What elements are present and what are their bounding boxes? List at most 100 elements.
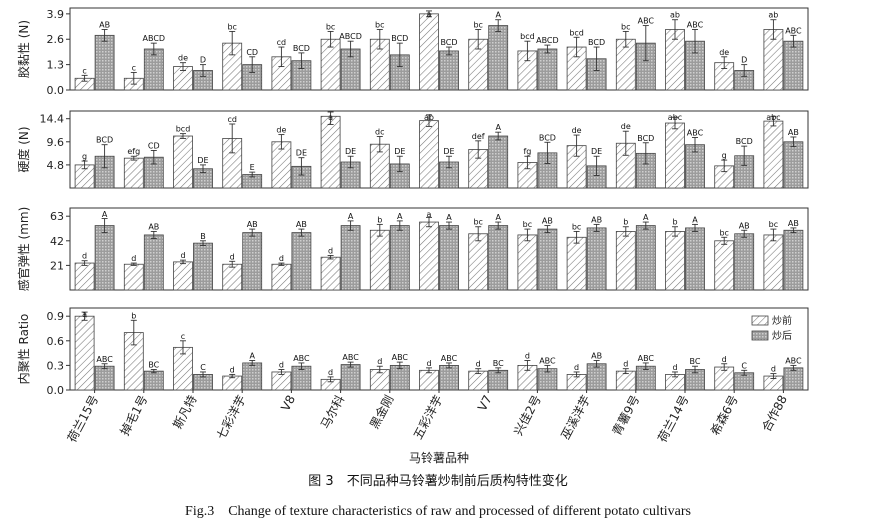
significance-label: ab	[424, 113, 434, 122]
significance-label: AB	[148, 222, 159, 231]
x-tick-label: 荷兰15号	[65, 393, 101, 445]
significance-label: BC	[493, 359, 504, 368]
significance-label: d	[230, 252, 235, 261]
x-tick-label: 青薯9号	[610, 393, 643, 438]
significance-label: de	[572, 126, 582, 135]
y-tick-label: 1.3	[47, 59, 65, 72]
x-axis-label: 马铃薯品种	[409, 450, 469, 465]
significance-label: BCD	[736, 137, 753, 146]
bar-raw-4	[222, 263, 243, 291]
significance-label: bc	[375, 20, 384, 29]
significance-label: ab	[768, 11, 778, 20]
x-tick-label: 斯凡特	[169, 392, 199, 431]
bar-processed-6	[340, 225, 361, 291]
bar-processed-9	[488, 25, 509, 91]
bar-raw-1	[74, 262, 95, 291]
x-tick-label: 五彩洋芋	[410, 392, 446, 441]
significance-label: de	[178, 54, 188, 63]
bar-raw-9	[468, 233, 489, 291]
bar-raw-14	[714, 240, 735, 291]
y-tick-label: 2.6	[47, 33, 65, 46]
y-tick-label: 3.9	[47, 8, 65, 21]
bar-raw-5	[271, 263, 292, 291]
y-axis-label: 胶黏性 (N)	[16, 20, 31, 78]
panel-frame	[69, 110, 809, 189]
panel-frame	[69, 7, 809, 91]
significance-label: d	[722, 355, 727, 364]
bar-raw-8	[419, 221, 439, 291]
significance-label: ABC	[687, 128, 704, 137]
bar-raw-7	[369, 229, 390, 291]
significance-label: A	[446, 213, 452, 222]
significance-label: c	[181, 332, 185, 341]
bar-processed-9	[488, 369, 509, 391]
x-tick-label: V7	[475, 393, 495, 414]
significance-label: bcd	[569, 28, 584, 37]
y-tick-label: 0.6	[47, 335, 65, 348]
y-tick-label: 0.9	[47, 310, 65, 323]
significance-label: d	[279, 361, 284, 370]
significance-label: a	[427, 10, 432, 19]
bar-processed-4	[242, 362, 263, 391]
significance-label: ABC	[687, 20, 704, 29]
significance-label: C	[200, 363, 206, 372]
significance-label: A	[495, 11, 501, 20]
bar-raw-15	[763, 234, 784, 291]
significance-label: ABCD	[143, 34, 166, 43]
significance-label: efg	[127, 147, 140, 156]
significance-label: b	[377, 215, 382, 224]
significance-label: ABCD	[536, 36, 559, 45]
y-axis-label: 硬度 (N)	[16, 126, 31, 172]
significance-label: E	[250, 163, 255, 172]
bar-raw-10	[517, 234, 538, 291]
significance-label: a	[82, 310, 87, 319]
bar-raw-3	[173, 135, 193, 189]
significance-label: d	[476, 360, 481, 369]
significance-label: CD	[148, 141, 160, 150]
significance-label: ABC	[539, 356, 556, 365]
significance-label: bc	[523, 220, 532, 229]
bar-processed-8	[439, 50, 459, 91]
significance-label: A	[643, 213, 649, 222]
legend-swatch-1	[751, 315, 769, 326]
significance-label: AB	[788, 219, 799, 228]
significance-label: d	[82, 252, 87, 261]
bar-raw-11	[566, 236, 587, 291]
significance-label: DE	[296, 149, 307, 158]
significance-label: ABC	[441, 354, 458, 363]
significance-label: d	[672, 363, 677, 372]
bar-raw-6	[320, 115, 341, 189]
significance-label: BCD	[293, 44, 310, 53]
bar-raw-12	[615, 231, 636, 291]
significance-label: a	[427, 210, 432, 219]
bar-processed-8	[439, 364, 459, 391]
significance-label: cd	[227, 115, 236, 124]
significance-label: bcd	[176, 125, 191, 134]
bar-processed-1	[94, 225, 115, 291]
significance-label: bc	[227, 22, 236, 31]
panel-frame	[69, 207, 809, 291]
legend-entry-2: 炒后	[772, 330, 792, 342]
significance-label: AB	[591, 215, 602, 224]
significance-label: ABC	[638, 354, 655, 363]
significance-label: bcd	[520, 32, 535, 41]
significance-label: bc	[473, 20, 482, 29]
significance-label: A	[397, 212, 403, 221]
significance-label: d	[279, 254, 284, 263]
significance-label: BCD	[637, 134, 654, 143]
y-tick-label: 21	[50, 259, 64, 272]
significance-label: ABC	[392, 353, 409, 362]
y-tick-label: 4.8	[47, 159, 65, 172]
bar-processed-8	[439, 225, 459, 291]
y-tick-label: 14.4	[40, 113, 65, 126]
significance-label: A	[102, 210, 108, 219]
significance-label: A	[348, 212, 354, 221]
bar-raw-13	[665, 122, 685, 189]
bar-processed-15	[783, 141, 804, 189]
significance-label: BC	[148, 361, 159, 370]
significance-label: b	[131, 311, 136, 320]
significance-label: BCD	[588, 38, 605, 47]
significance-label: A	[692, 215, 698, 224]
